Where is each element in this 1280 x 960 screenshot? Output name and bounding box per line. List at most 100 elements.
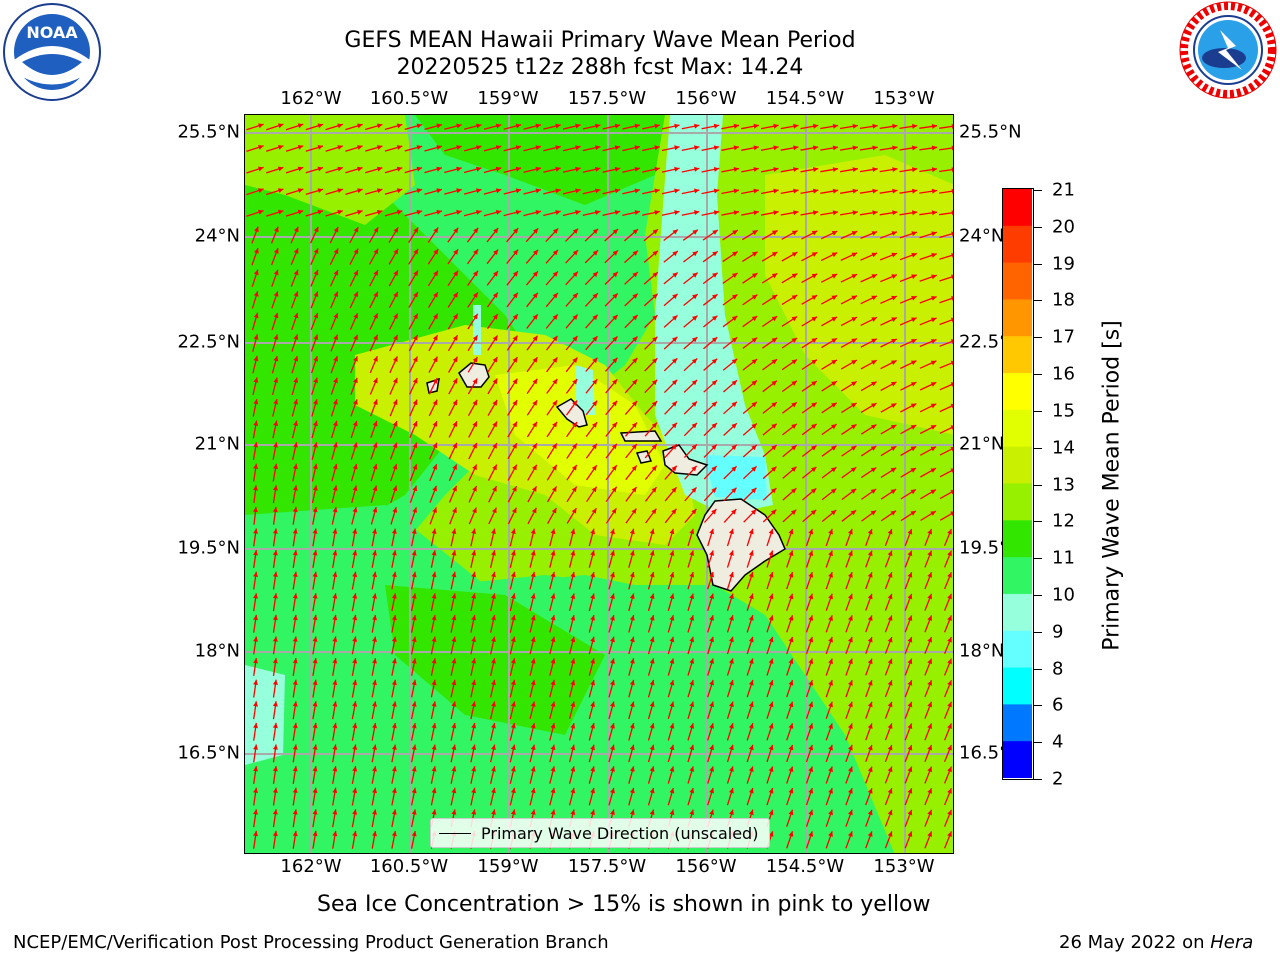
wave-arrow <box>939 318 953 326</box>
wave-arrow-head <box>495 188 502 194</box>
wave-arrow-head <box>472 335 478 341</box>
colorbar-tick-mark <box>1034 337 1042 339</box>
wave-arrow-head <box>771 359 778 365</box>
wave-arrow-head <box>867 766 873 773</box>
wave-arrow-head <box>333 291 339 298</box>
wave-arrow-head <box>649 701 655 707</box>
wave-arrow-head <box>709 528 714 535</box>
wave-arrow-head <box>671 379 678 386</box>
wave-arrow-head <box>373 227 379 233</box>
wave-arrow-head <box>533 228 539 234</box>
colorbar-swatches <box>1003 189 1032 779</box>
wave-arrow-head <box>272 809 278 815</box>
wave-arrow-head <box>748 593 754 600</box>
lon-tick-bottom: 154.5°W <box>765 856 845 877</box>
wave-arrow-head <box>451 723 457 729</box>
wave-arrow <box>939 490 953 500</box>
wave-arrow-head <box>649 723 655 729</box>
wave-arrow-head <box>476 123 482 129</box>
wave-arrow-head <box>258 166 264 172</box>
wave-arrow-head <box>689 636 695 643</box>
wave-arrow-head <box>950 339 953 344</box>
wave-arrow-head <box>867 723 873 729</box>
wave-arrow-head <box>550 809 556 815</box>
wave-arrow-head <box>293 356 299 362</box>
wave-arrow-head <box>312 722 318 729</box>
wave-arrow-head <box>733 210 739 216</box>
wave-arrow <box>939 340 953 347</box>
wave-arrow-head <box>495 166 502 172</box>
wave-arrow-head <box>930 468 936 473</box>
wave-arrow-head <box>848 572 853 578</box>
wave-arrow-head <box>951 188 953 194</box>
wave-arrow-head <box>689 572 695 578</box>
colorbar-swatch <box>1003 704 1032 742</box>
wave-arrow-head <box>927 701 932 708</box>
wave-arrow-head <box>947 723 952 729</box>
field-yellow-center <box>495 365 665 495</box>
wave-arrow-head <box>773 188 779 194</box>
wave-arrow-head <box>515 210 522 215</box>
wave-arrow-head <box>493 228 499 234</box>
wave-arrow-head <box>532 335 538 342</box>
wave-arrow-head <box>811 230 818 236</box>
wave-arrow-head <box>930 382 937 387</box>
wave-arrow-head <box>332 766 338 772</box>
wave-arrow-head <box>828 658 833 665</box>
wave-arrow-head <box>352 701 358 707</box>
wave-arrow-head <box>313 399 318 405</box>
wave-arrow-head <box>947 529 952 535</box>
wave-arrow-head <box>570 701 576 707</box>
wave-arrow-head <box>930 446 937 452</box>
wave-arrow-head <box>492 314 498 320</box>
lat-tick-left: 18°N <box>194 640 240 662</box>
wave-arrow-head <box>312 658 318 664</box>
wave-arrow-head <box>412 507 417 513</box>
wave-arrow-head <box>848 831 853 837</box>
wave-arrow-head <box>709 615 714 621</box>
wave-arrow-head <box>373 334 378 341</box>
wave-arrow-head <box>691 380 698 386</box>
noaa-logo: NOAA <box>2 2 102 102</box>
wave-arrow-head <box>253 399 259 405</box>
wave-arrow-head <box>612 314 618 321</box>
wave-arrow-head <box>947 658 952 665</box>
wave-arrow-head <box>376 209 383 215</box>
wave-arrow-head <box>634 210 640 215</box>
wave-arrow-head <box>907 831 913 837</box>
wave-arrow-head <box>392 507 398 513</box>
wave-arrow-head <box>253 571 258 577</box>
wave-arrow-head <box>811 273 818 279</box>
wave-arrow-head <box>575 188 581 194</box>
wave-arrow-head <box>550 766 556 772</box>
wave-arrow-head <box>733 167 739 172</box>
wave-arrow-head <box>851 317 857 322</box>
wave-arrow-head <box>373 377 378 384</box>
wave-arrow-head <box>550 701 556 707</box>
wave-arrow-head <box>768 809 774 816</box>
wave-arrow-head <box>748 723 754 729</box>
wave-arrow-head <box>629 766 635 772</box>
wave-arrow-head <box>550 550 556 556</box>
wave-arrow-head <box>927 723 932 729</box>
wave-arrow-head <box>452 421 457 427</box>
wave-arrow-head <box>312 787 318 794</box>
wave-arrow <box>939 512 953 521</box>
wave-arrow-head <box>552 421 557 428</box>
wave-arrow-head <box>510 809 516 815</box>
wave-arrow-head <box>674 145 680 151</box>
wave-arrow-head <box>337 188 343 193</box>
wave-arrow-head <box>456 188 462 194</box>
wave-arrow-head <box>312 830 318 837</box>
wave-arrow-head <box>852 188 858 194</box>
wave-arrow-head <box>590 723 595 729</box>
wave-arrow-head <box>357 209 363 215</box>
wave-arrow-head <box>396 123 403 129</box>
wave-arrow-head <box>570 528 576 535</box>
wave-arrow-head <box>850 467 857 473</box>
wave-arrow-head <box>729 636 734 643</box>
wave-arrow-head <box>313 334 319 341</box>
wave-arrow-head <box>491 658 496 664</box>
wave-arrow-head <box>812 167 819 172</box>
wave-arrow-head <box>731 423 737 429</box>
